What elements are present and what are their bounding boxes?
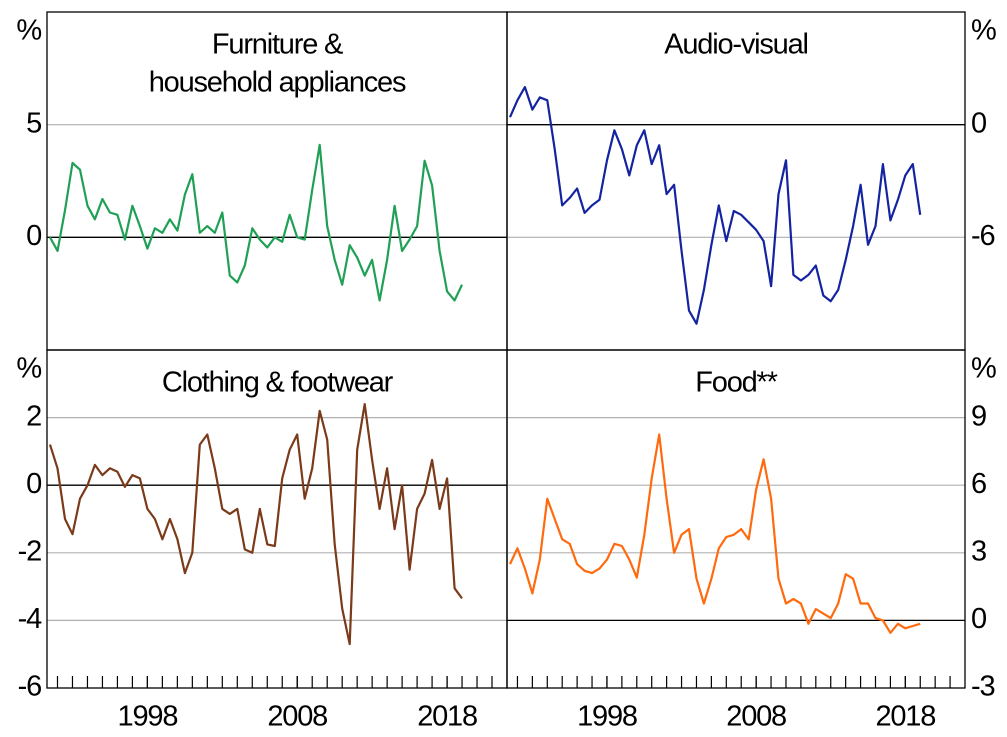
y-tick-label: -4: [18, 603, 42, 635]
y-tick-label: 2: [26, 400, 41, 432]
y-unit-label: %: [16, 15, 41, 47]
x-tick-label: 2008: [267, 701, 327, 733]
panel-frame: [506, 349, 966, 689]
data-line: [48, 403, 463, 646]
y-tick-label: 3: [971, 535, 986, 567]
x-tick-label: 2018: [417, 701, 477, 733]
y-tick-label: -6: [971, 220, 994, 252]
x-tick-label: 2018: [875, 701, 935, 733]
y-tick-label: 0: [26, 468, 41, 500]
y-tick-label: 0: [971, 107, 986, 139]
y-unit-label: %: [16, 353, 41, 385]
panel-title: Food**: [695, 367, 777, 399]
data-line: [49, 143, 463, 302]
x-tick-label: 1998: [577, 701, 637, 733]
y-tick-label: -2: [18, 535, 41, 567]
panel-frame: [506, 11, 966, 351]
panel-frame: [46, 11, 508, 351]
y-unit-label: %: [971, 15, 996, 47]
y-tick-label: 5: [26, 107, 41, 139]
y-tick-label: 0: [971, 603, 986, 635]
y-tick-label: -3: [971, 671, 994, 703]
y-tick-label: 0: [26, 220, 41, 252]
data-line: [508, 86, 922, 325]
data-line: [509, 433, 921, 634]
panel-title: household appliances: [149, 67, 406, 99]
y-tick-label: 9: [971, 400, 986, 432]
y-tick-label: 6: [971, 468, 986, 500]
x-tick-label: 2008: [726, 701, 786, 733]
panel-title: Clothing & footwear: [162, 367, 394, 399]
x-tick-label: 1998: [118, 701, 178, 733]
y-tick-label: -6: [18, 671, 41, 703]
panel-title: Audio-visual: [664, 29, 808, 61]
panel-title: Furniture &: [212, 29, 343, 61]
y-unit-label: %: [971, 353, 996, 385]
